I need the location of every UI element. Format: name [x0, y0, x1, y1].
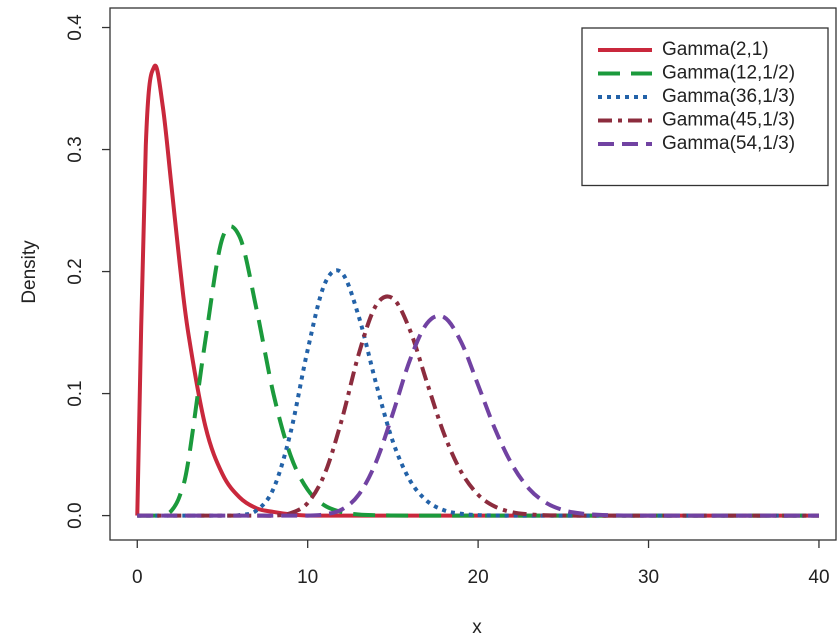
x-tick-label: 20: [468, 567, 489, 588]
y-tick-label: 0.4: [65, 14, 86, 41]
legend-label: Gamma(12,1/2): [662, 63, 795, 84]
plot-frame: [109, 7, 837, 541]
y-tick-label: 0.2: [65, 258, 86, 284]
legend-label: Gamma(2,1): [662, 39, 769, 60]
y-tick-label: 0.0: [65, 502, 86, 528]
x-tick-label: 40: [808, 567, 829, 588]
legend-label: Gamma(36,1/3): [662, 86, 795, 107]
series-line: [137, 313, 819, 518]
legend-box: [581, 27, 829, 187]
x-tick-label: 0: [132, 567, 143, 588]
y-axis-label: Density: [19, 240, 40, 304]
y-tick-label: 0.1: [65, 380, 86, 406]
y-tick-label: 0.3: [65, 136, 86, 162]
x-tick-label: 30: [638, 567, 659, 588]
legend-label: Gamma(54,1/3): [662, 133, 795, 154]
x-tick-label: 10: [297, 567, 318, 588]
x-axis-label: x: [472, 617, 482, 638]
legend-label: Gamma(45,1/3): [662, 110, 795, 131]
